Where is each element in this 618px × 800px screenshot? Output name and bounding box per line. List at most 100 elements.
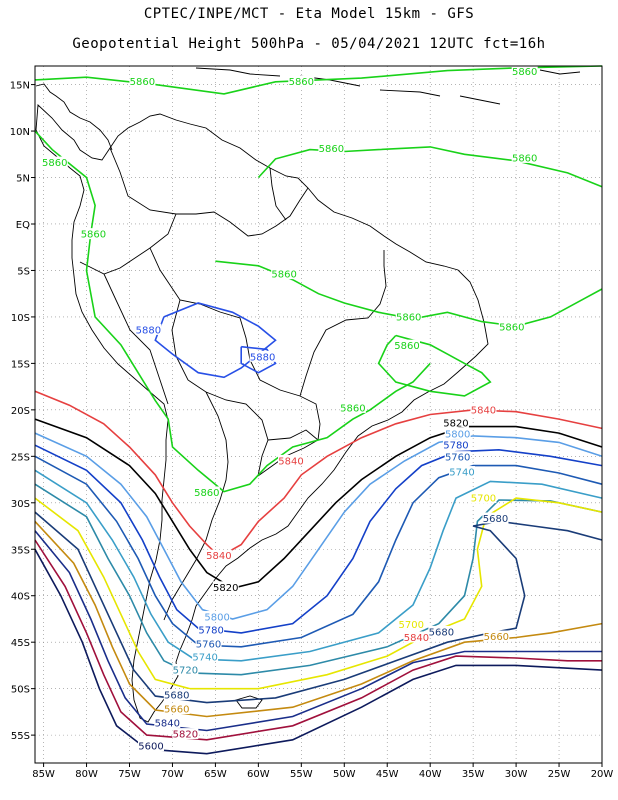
contour-label-bg: [483, 630, 510, 642]
contour-line-5760: [34, 455, 603, 648]
contour-label: 5720: [173, 665, 198, 676]
lon-tick-label: 35W: [462, 769, 485, 780]
contour-label: 5800: [445, 429, 470, 440]
contour-label-bg: [448, 466, 475, 478]
contour-label: 5680: [483, 514, 508, 525]
contour-label-bg: [278, 454, 305, 466]
contour-label-bg: [163, 703, 190, 715]
lat-tick-label: 5N: [16, 174, 30, 185]
lat-tick-label: 15S: [11, 359, 30, 370]
contour-line-5860: [257, 146, 603, 188]
contour-label: 5860: [340, 403, 365, 414]
contour-label: 5860: [396, 312, 421, 323]
lat-tick-label: 20S: [11, 406, 30, 417]
contour-label-bg: [129, 75, 156, 87]
country-borders: [79, 147, 387, 621]
lat-tick-label: 15N: [10, 81, 30, 92]
lon-tick-label: 25W: [548, 769, 571, 780]
lat-tick-label: 40S: [11, 592, 30, 603]
contour-label: 5820: [173, 730, 198, 741]
contour-label-bg: [498, 321, 525, 333]
contour-label-bg: [195, 637, 222, 649]
south-america-coastline: [35, 104, 489, 723]
contour-label: 5860: [194, 488, 219, 499]
lon-tick-label: 65W: [204, 769, 227, 780]
lon-tick-label: 75W: [118, 769, 141, 780]
lon-tick-label: 45W: [376, 769, 399, 780]
chart-title-line-2: Geopotential Height 500hPa - 05/04/2021 …: [72, 36, 546, 52]
contour-label: 5840: [404, 633, 429, 644]
lon-tick-label: 55W: [290, 769, 313, 780]
contour-line-5600: [34, 548, 603, 755]
contour-label: 5820: [443, 418, 468, 429]
contour-label: 5740: [192, 652, 217, 663]
contour-label: 5860: [81, 230, 106, 241]
contour-label-bg: [395, 310, 422, 322]
contour-line-5740: [34, 469, 603, 662]
contour-label-bg: [442, 416, 469, 428]
contour-label: 5840: [471, 405, 496, 416]
contour-label: 5660: [484, 632, 509, 643]
contour-label-bg: [398, 618, 425, 630]
contour-label: 5860: [499, 323, 524, 334]
axis-labels: 15N 10N 5N EQ 5S 10S 15S 20S 25S 30S 35S 40S 45S 50S 5…: [10, 81, 614, 780]
contour-line-5680: [34, 511, 603, 704]
contour-label-bg: [482, 512, 509, 524]
contour-label-bg: [137, 740, 164, 752]
contour-label: 5600: [138, 742, 163, 753]
contour-label-bg: [444, 451, 471, 463]
contour-label: 5660: [164, 705, 189, 716]
contour-label-bg: [249, 350, 276, 362]
falkland-islands: [235, 695, 263, 709]
contour-line-5640: [34, 530, 602, 732]
contour-label: 5840: [155, 718, 180, 729]
contour-label-bg: [212, 581, 239, 593]
contour-label: 5760: [445, 453, 470, 464]
contour-label-bg: [204, 611, 231, 623]
contour-label: 5740: [449, 468, 474, 479]
lat-tick-label: 45S: [11, 638, 30, 649]
contour-label: 5840: [278, 456, 303, 467]
contour-label: 5860: [512, 67, 537, 78]
contour-label-bg: [470, 403, 497, 415]
lat-tick-label: 5S: [17, 266, 30, 277]
contour-line-5720: [34, 483, 603, 676]
land-outlines: [35, 67, 581, 723]
contour-line-5800: [34, 432, 603, 620]
contour-label: 5800: [204, 613, 229, 624]
contour-label-bg: [205, 549, 232, 561]
contour-label-bg: [198, 624, 225, 636]
lon-tick-label: 20W: [591, 769, 614, 780]
contour-label: 5860: [394, 341, 419, 352]
contour-label-bg: [470, 492, 497, 504]
lon-tick-label: 70W: [161, 769, 184, 780]
contour-label-bg: [511, 65, 538, 77]
contour-line-5840: [34, 390, 603, 558]
contour-label-bg: [339, 401, 366, 413]
contour-label: 5860: [130, 77, 155, 88]
contour-label: 5860: [512, 153, 537, 164]
contour-label-bg: [154, 716, 181, 728]
lat-tick-label: 30S: [11, 499, 30, 510]
lat-tick-label: 10N: [10, 127, 30, 138]
lon-tick-label: 50W: [333, 769, 356, 780]
central-america-coastline: [35, 83, 113, 151]
contour-line-5880: [240, 345, 277, 374]
contour-label: 5700: [471, 494, 496, 505]
map-frame: [34, 65, 603, 764]
lat-tick-label: 35S: [11, 545, 30, 556]
contour-label-bg: [80, 228, 107, 240]
lon-tick-label: 30W: [505, 769, 528, 780]
lat-tick-label: 25S: [11, 452, 30, 463]
contour-label-bg: [193, 486, 220, 498]
contour-label-bg: [271, 268, 298, 280]
contour-label: 5880: [136, 325, 161, 336]
contour-label: 5860: [319, 144, 344, 155]
contour-label: 5880: [250, 352, 275, 363]
lon-tick-label: 85W: [32, 769, 55, 780]
contour-line-5860: [34, 130, 431, 493]
contour-line-5860: [377, 334, 492, 397]
contour-label: 5820: [213, 583, 238, 594]
contour-label: 5780: [198, 626, 223, 637]
lon-tick-label: 40W: [419, 769, 442, 780]
